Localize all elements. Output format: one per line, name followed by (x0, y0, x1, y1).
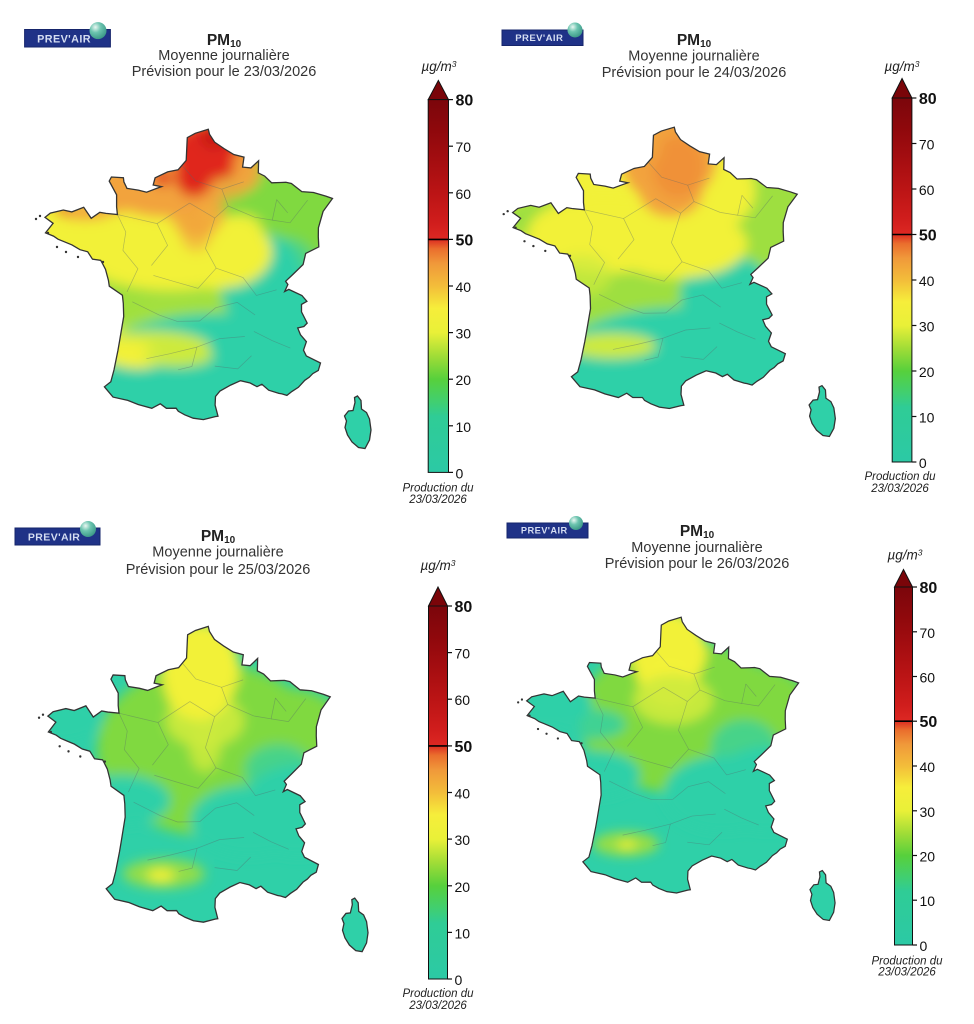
svg-text:10: 10 (919, 410, 935, 426)
svg-text:30: 30 (456, 326, 472, 342)
svg-text:23/03/2026: 23/03/2026 (408, 1000, 467, 1012)
svg-text:20: 20 (456, 372, 472, 388)
svg-text:0: 0 (919, 455, 927, 471)
svg-text:60: 60 (456, 186, 472, 202)
svg-text:0: 0 (456, 465, 464, 481)
svg-text:Production du: Production du (872, 956, 944, 968)
svg-text:40: 40 (920, 759, 936, 775)
svg-text:60: 60 (919, 182, 935, 198)
svg-text:PM10: PM10 (201, 528, 236, 546)
svg-text:50: 50 (456, 232, 474, 249)
svg-text:30: 30 (455, 832, 471, 848)
svg-text:23/03/2026: 23/03/2026 (870, 483, 929, 495)
svg-text:70: 70 (919, 137, 935, 153)
svg-text:20: 20 (920, 849, 936, 865)
svg-text:0: 0 (920, 938, 928, 954)
svg-text:µg/m3: µg/m3 (884, 59, 919, 74)
svg-text:80: 80 (455, 599, 473, 616)
svg-text:50: 50 (920, 714, 938, 731)
svg-text:Moyenne journalière: Moyenne journalière (628, 49, 759, 65)
svg-text:80: 80 (919, 91, 937, 108)
svg-text:80: 80 (456, 93, 474, 110)
svg-text:Prévision pour le 25/03/2026: Prévision pour le 25/03/2026 (126, 562, 311, 578)
svg-text:Production du: Production du (403, 988, 475, 1000)
svg-text:PM10: PM10 (677, 32, 712, 50)
svg-text:µg/m3: µg/m3 (420, 558, 455, 573)
svg-text:80: 80 (920, 580, 938, 597)
svg-text:Moyenne journalière: Moyenne journalière (631, 540, 762, 556)
svg-text:PREV'AIR: PREV'AIR (515, 33, 563, 44)
svg-text:Prévision pour le 23/03/2026: Prévision pour le 23/03/2026 (132, 64, 317, 80)
svg-text:60: 60 (455, 692, 471, 708)
svg-text:µg/m3: µg/m3 (421, 59, 456, 74)
svg-text:30: 30 (920, 804, 936, 820)
svg-text:40: 40 (919, 273, 935, 289)
svg-text:60: 60 (920, 670, 936, 686)
svg-text:Production du: Production du (865, 471, 937, 483)
svg-text:23/03/2026: 23/03/2026 (408, 494, 467, 506)
svg-text:10: 10 (920, 893, 936, 909)
svg-text:10: 10 (456, 419, 472, 435)
svg-text:Prévision pour le 24/03/2026: Prévision pour le 24/03/2026 (602, 65, 787, 81)
svg-text:50: 50 (919, 228, 937, 245)
svg-text:µg/m3: µg/m3 (887, 548, 922, 563)
svg-text:40: 40 (455, 786, 471, 802)
svg-text:Moyenne journalière: Moyenne journalière (152, 545, 283, 561)
svg-text:PREV'AIR: PREV'AIR (28, 532, 80, 544)
svg-text:PREV'AIR: PREV'AIR (37, 34, 91, 46)
svg-text:10: 10 (455, 925, 471, 941)
svg-text:20: 20 (455, 879, 471, 895)
svg-text:70: 70 (456, 139, 472, 155)
svg-text:Production du: Production du (403, 483, 475, 495)
svg-text:70: 70 (455, 646, 471, 662)
svg-text:23/03/2026: 23/03/2026 (877, 967, 936, 979)
svg-text:0: 0 (455, 972, 463, 988)
svg-text:30: 30 (919, 319, 935, 335)
svg-text:70: 70 (920, 625, 936, 641)
svg-text:PREV'AIR: PREV'AIR (521, 526, 568, 536)
svg-text:50: 50 (455, 739, 473, 756)
svg-text:20: 20 (919, 364, 935, 380)
svg-text:PM10: PM10 (680, 523, 715, 541)
svg-text:Prévision pour le 26/03/2026: Prévision pour le 26/03/2026 (605, 556, 790, 572)
svg-text:40: 40 (456, 279, 472, 295)
svg-text:Moyenne journalière: Moyenne journalière (158, 48, 289, 64)
